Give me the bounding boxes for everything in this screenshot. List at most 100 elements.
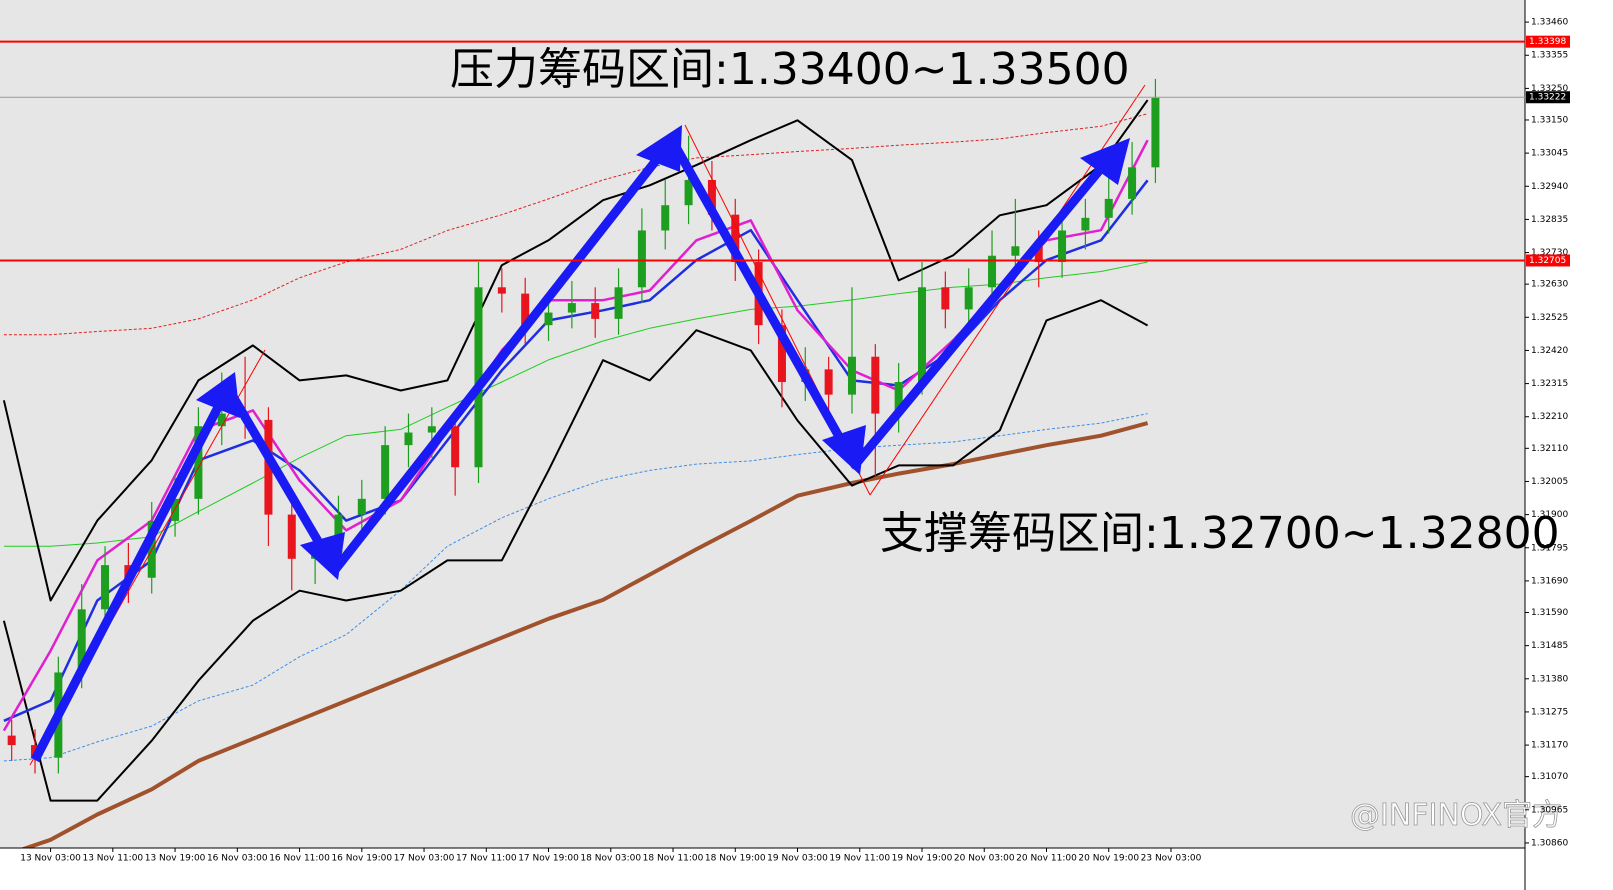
x-tick-label: 17 Nov 19:00 xyxy=(518,854,579,864)
y-tick-label: 1.33355 xyxy=(1531,51,1568,61)
x-tick-label: 18 Nov 19:00 xyxy=(705,854,766,864)
level-label: 1.32705 xyxy=(1529,256,1566,266)
candle-body xyxy=(404,432,413,446)
y-tick-label: 1.31900 xyxy=(1531,510,1568,520)
candle-body xyxy=(264,419,273,515)
candle-body xyxy=(964,287,973,310)
y-tick-label: 1.31795 xyxy=(1531,543,1568,553)
level-label: 1.33398 xyxy=(1529,37,1566,47)
arrowhead xyxy=(300,532,345,580)
y-tick-label: 1.32835 xyxy=(1531,215,1568,225)
candle-body xyxy=(77,609,86,673)
candle-body xyxy=(1151,97,1160,168)
candle-body xyxy=(988,255,997,288)
x-tick-label: 19 Nov 19:00 xyxy=(892,854,953,864)
y-tick-label: 1.33150 xyxy=(1531,115,1568,125)
x-tick-label: 16 Nov 11:00 xyxy=(269,854,330,864)
candle-body xyxy=(381,445,390,499)
x-tick-label: 16 Nov 03:00 xyxy=(207,854,268,864)
x-tick-label: 18 Nov 11:00 xyxy=(643,854,704,864)
candle-body xyxy=(101,565,110,610)
y-tick-label: 1.32940 xyxy=(1531,182,1568,192)
candle-body xyxy=(1081,217,1090,231)
arrowhead xyxy=(636,125,682,172)
level-label-box xyxy=(1526,35,1570,48)
candle-body xyxy=(894,382,903,414)
x-tick-label: 20 Nov 19:00 xyxy=(1078,854,1139,864)
level-label-box xyxy=(1526,91,1570,104)
candle-body xyxy=(731,214,740,263)
y-tick-label: 1.32315 xyxy=(1531,379,1568,389)
x-tick-label: 13 Nov 03:00 xyxy=(20,854,81,864)
x-tick-label: 17 Nov 11:00 xyxy=(456,854,517,864)
indicator-line xyxy=(20,421,1149,848)
candle-body xyxy=(451,426,460,468)
candle-body xyxy=(591,303,600,319)
candle-body xyxy=(1011,246,1020,256)
candle-body xyxy=(941,287,950,310)
candle-body xyxy=(194,426,203,499)
candle-body xyxy=(1104,198,1113,218)
candle-body xyxy=(777,325,786,383)
arrowhead xyxy=(822,425,866,475)
candle-body xyxy=(707,179,716,215)
x-tick-label: 13 Nov 19:00 xyxy=(145,854,206,864)
y-tick-label: 1.32420 xyxy=(1531,346,1568,356)
level-label: 1.33222 xyxy=(1529,93,1566,103)
candle-body xyxy=(637,230,646,288)
arrowhead xyxy=(196,372,240,418)
y-tick-label: 1.30860 xyxy=(1531,838,1568,848)
support-annotation: 支撑筹码区间:1.32700~1.32800 xyxy=(880,508,1560,559)
candle-body xyxy=(521,293,530,326)
y-tick-label: 1.32730 xyxy=(1531,248,1568,258)
y-tick-label: 1.32005 xyxy=(1531,477,1568,487)
candle-body xyxy=(474,287,483,468)
y-tick-label: 1.31275 xyxy=(1531,707,1568,717)
x-tick-label: 19 Nov 03:00 xyxy=(767,854,828,864)
candle-body xyxy=(1058,230,1067,263)
y-tick-label: 1.31690 xyxy=(1531,576,1568,586)
y-tick-label: 1.31380 xyxy=(1531,674,1568,684)
y-axis-area xyxy=(1525,0,1613,890)
candle-body xyxy=(661,205,670,231)
candle-body xyxy=(427,426,436,433)
y-tick-label: 1.33250 xyxy=(1531,84,1568,94)
level-label-box xyxy=(1526,254,1570,267)
candle-body xyxy=(287,514,296,559)
y-tick-label: 1.32110 xyxy=(1531,444,1568,454)
y-tick-label: 1.33045 xyxy=(1531,149,1568,159)
arrowhead xyxy=(1080,138,1130,185)
candle-body xyxy=(684,179,693,206)
resistance-annotation: 压力筹码区间:1.33400~1.33500 xyxy=(450,44,1130,95)
candle-body xyxy=(497,287,506,294)
x-tick-label: 23 Nov 03:00 xyxy=(1141,854,1202,864)
y-tick-label: 1.32525 xyxy=(1531,313,1568,323)
candle-body xyxy=(824,369,833,395)
candle-body xyxy=(334,514,343,553)
candle-body xyxy=(171,498,180,521)
x-tick-label: 18 Nov 03:00 xyxy=(580,854,641,864)
y-tick-label: 1.33460 xyxy=(1531,18,1568,28)
x-tick-label: 19 Nov 11:00 xyxy=(829,854,890,864)
candle-body xyxy=(918,287,927,383)
watermark: @INFINOX官方 xyxy=(1350,798,1562,833)
y-tick-label: 1.32630 xyxy=(1531,280,1568,290)
trend-arrows xyxy=(29,84,1146,766)
y-tick-label: 1.30965 xyxy=(1531,805,1568,815)
y-tick-label: 1.31590 xyxy=(1531,608,1568,618)
candle-body xyxy=(357,498,366,515)
wave-arrow xyxy=(31,135,1122,763)
x-axis-area xyxy=(0,848,1525,890)
x-tick-label: 16 Nov 19:00 xyxy=(331,854,392,864)
indicator-line xyxy=(2,99,1149,602)
plot-area xyxy=(0,0,1525,848)
indicator-line xyxy=(3,113,1148,336)
y-tick-label: 1.31170 xyxy=(1531,741,1568,751)
candle-body xyxy=(847,356,856,395)
x-tick-label: 17 Nov 03:00 xyxy=(394,854,455,864)
candle-body xyxy=(1128,167,1137,199)
candle-body xyxy=(567,303,576,313)
candle-body xyxy=(217,413,226,427)
candle-body xyxy=(614,287,623,319)
